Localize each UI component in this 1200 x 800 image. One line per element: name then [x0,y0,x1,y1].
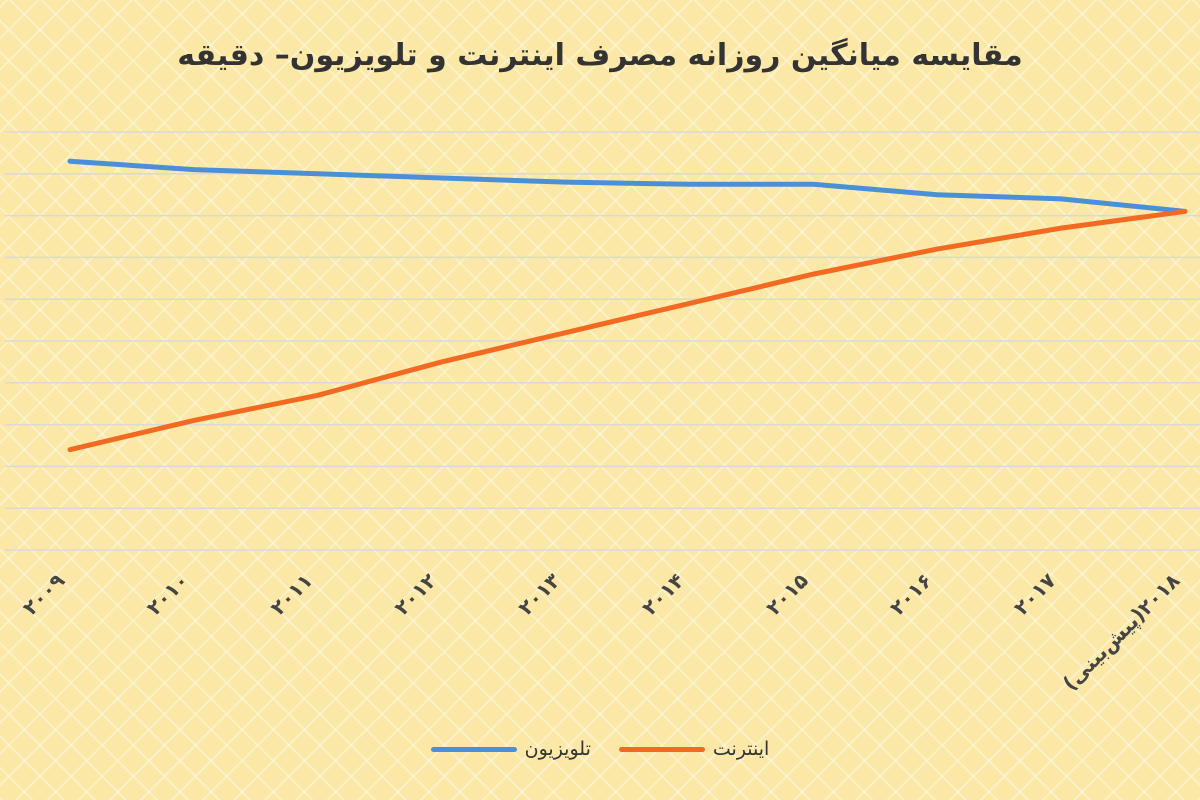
series-line-0 [67,158,1188,214]
legend-swatch-television [430,746,517,752]
legend: تلویزیون اینترنت [0,738,1200,760]
x-axis-ticks: ۲۰۰۹ ۲۰۱۰ ۲۰۱۱ ۲۰۱۲ ۲۰۱۳ ۲۰۱۴ ۲۰۱۵ ۲۰۱۶ ۲۰۱۷(پیش… [18,568,1185,695]
x-tick-label: ۲۰۱۱ [266,568,317,619]
legend-swatch-internet [618,746,705,752]
chart-title: مقایسه میانگین روزانه مصرف اینترنت و تلو… [177,38,1023,73]
legend-label-internet: اینترنت [712,738,770,760]
x-tick-label: ۲۰۱۷ [1009,568,1060,619]
x-tick-label: ۲۰۱۳ [513,568,564,619]
x-tick-label: ۲۰۱۵ [761,568,812,619]
x-tick-label: ۲۰۱۴ [637,568,688,619]
legend-item-internet: اینترنت [618,738,770,760]
x-tick-label: ۲۰۱۶ [885,568,936,619]
x-tick-label: ۲۰۱۲ [390,568,441,619]
x-tick-label: ۲۰۱۰ [142,568,193,619]
series-lines [67,158,1188,453]
legend-label-television: تلویزیون [524,738,591,760]
x-tick-label: (پیش‌بینی)۲۰۱۸ [1058,568,1185,695]
x-tick-label: ۲۰۰۹ [18,568,69,619]
legend-item-television: تلویزیون [430,738,591,760]
series-line-1 [67,208,1188,453]
grid-lines [5,131,1200,551]
